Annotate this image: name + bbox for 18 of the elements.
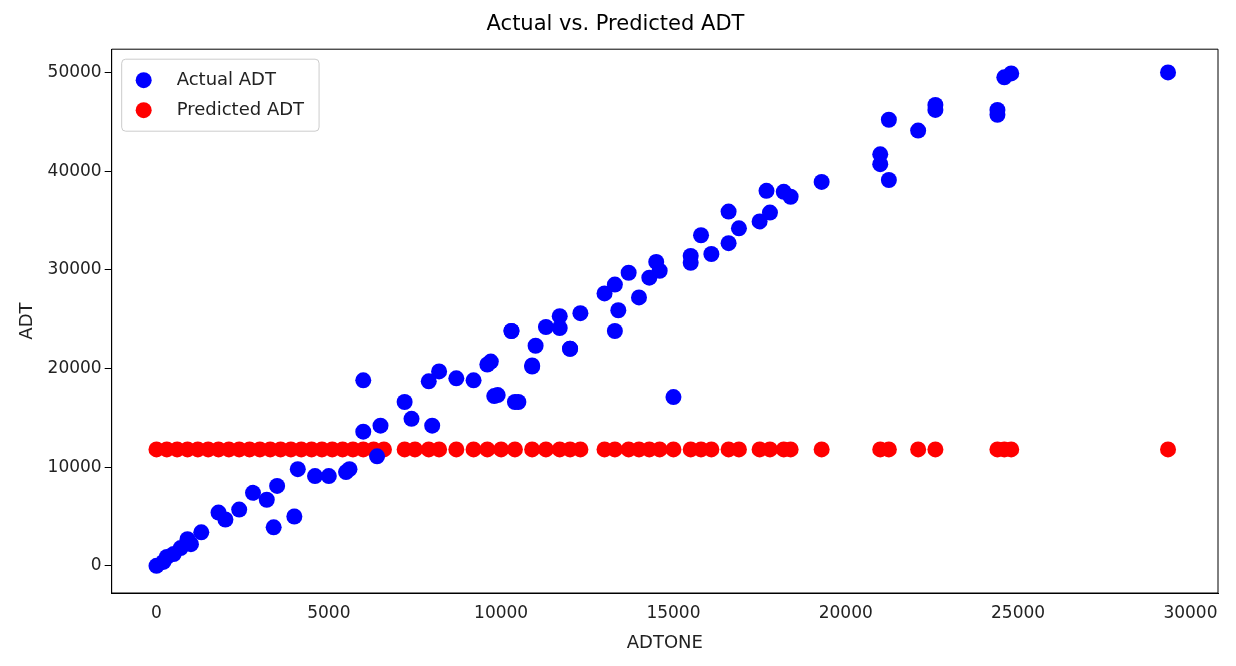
x-tick-label: 15000 — [646, 601, 701, 622]
x-axis-title: ADTONE — [626, 630, 703, 652]
x-tick-label: 0 — [151, 601, 162, 622]
x-tick-label: 20000 — [818, 601, 873, 622]
y-tick-label: 50000 — [47, 60, 102, 81]
x-tick-label: 5000 — [307, 601, 351, 622]
chart-title: Actual vs. Predicted ADT — [486, 11, 745, 36]
y-tick-label: 0 — [90, 554, 102, 575]
x-tick-label: 30000 — [1163, 601, 1218, 622]
y-tick-label: 40000 — [47, 159, 102, 180]
x-tick-label: 25000 — [991, 601, 1046, 622]
y-tick-label: 20000 — [47, 356, 102, 377]
y-axis-title: ADT — [15, 301, 37, 340]
x-tick-label: 10000 — [474, 601, 529, 622]
y-tick-label: 10000 — [47, 455, 102, 476]
legend-label: Predicted ADT — [176, 97, 306, 119]
y-tick-label: 30000 — [47, 258, 102, 279]
legend-label: Actual ADT — [176, 67, 277, 89]
